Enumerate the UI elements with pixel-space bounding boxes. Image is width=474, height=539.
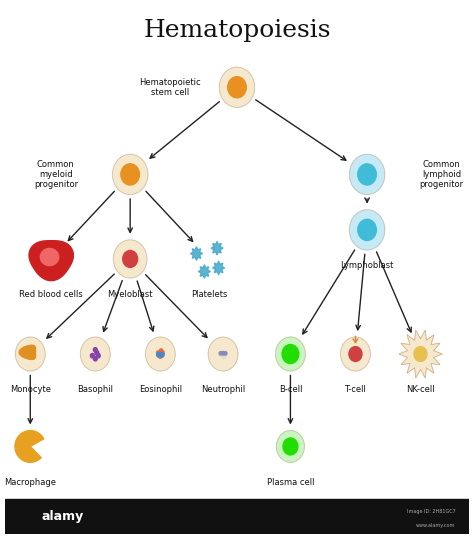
Circle shape [121,164,139,185]
Text: T-cell: T-cell [345,385,366,395]
Circle shape [349,347,362,362]
Text: Red blood cells: Red blood cells [19,291,83,299]
Circle shape [112,154,148,195]
Text: Hematopoietic
stem cell: Hematopoietic stem cell [139,78,201,97]
Circle shape [123,251,137,267]
Circle shape [156,353,161,357]
Text: Plasma cell: Plasma cell [267,478,314,487]
Circle shape [276,431,304,462]
Polygon shape [15,431,44,462]
Circle shape [158,353,161,357]
Circle shape [160,353,164,357]
Circle shape [93,348,97,352]
Text: Common
lymphoid
progenitor: Common lymphoid progenitor [419,160,464,189]
Circle shape [275,337,305,371]
Circle shape [358,164,376,185]
Polygon shape [29,241,73,281]
Polygon shape [213,261,225,275]
Circle shape [349,154,385,195]
Text: B-cell: B-cell [279,385,302,395]
Circle shape [414,347,427,362]
Polygon shape [191,247,202,260]
Circle shape [93,357,97,361]
Text: Image ID: 2H81GC7: Image ID: 2H81GC7 [407,509,456,514]
Text: Neutrophil: Neutrophil [201,385,245,395]
Circle shape [224,353,227,357]
Circle shape [159,349,163,353]
Circle shape [224,351,227,355]
Circle shape [159,355,162,358]
Text: Macrophage: Macrophage [4,478,56,487]
Polygon shape [211,241,223,255]
Text: Monocyte: Monocyte [10,385,51,395]
Circle shape [219,67,255,107]
Text: Basophil: Basophil [77,385,113,395]
Text: Eosinophil: Eosinophil [139,385,182,395]
Circle shape [222,355,225,359]
Circle shape [228,77,246,98]
Circle shape [283,438,298,455]
Text: Platelets: Platelets [191,291,228,299]
Text: Myeloblast: Myeloblast [108,291,153,299]
Circle shape [219,353,222,357]
Circle shape [219,351,222,355]
Circle shape [221,351,225,355]
Text: alamy: alamy [42,510,84,523]
Circle shape [95,350,99,355]
Circle shape [341,337,370,371]
Circle shape [113,240,147,278]
Circle shape [16,337,45,371]
Polygon shape [199,265,210,278]
Circle shape [146,337,175,371]
Circle shape [221,351,225,354]
Circle shape [161,351,164,355]
Polygon shape [40,248,59,266]
Circle shape [349,210,385,250]
Circle shape [358,219,376,240]
Text: www.alamy.com: www.alamy.com [416,522,456,528]
Polygon shape [19,345,36,360]
Circle shape [156,351,160,355]
Text: Hematopoiesis: Hematopoiesis [143,18,331,42]
Circle shape [282,344,299,363]
Circle shape [91,354,94,358]
Text: Common
myeloid
progenitor: Common myeloid progenitor [34,160,78,189]
Circle shape [96,354,100,358]
Circle shape [208,337,238,371]
Text: NK-cell: NK-cell [406,385,435,395]
Bar [5,499,469,534]
Text: Lymphoblast: Lymphoblast [340,261,394,270]
Circle shape [81,337,110,371]
Polygon shape [399,330,442,378]
